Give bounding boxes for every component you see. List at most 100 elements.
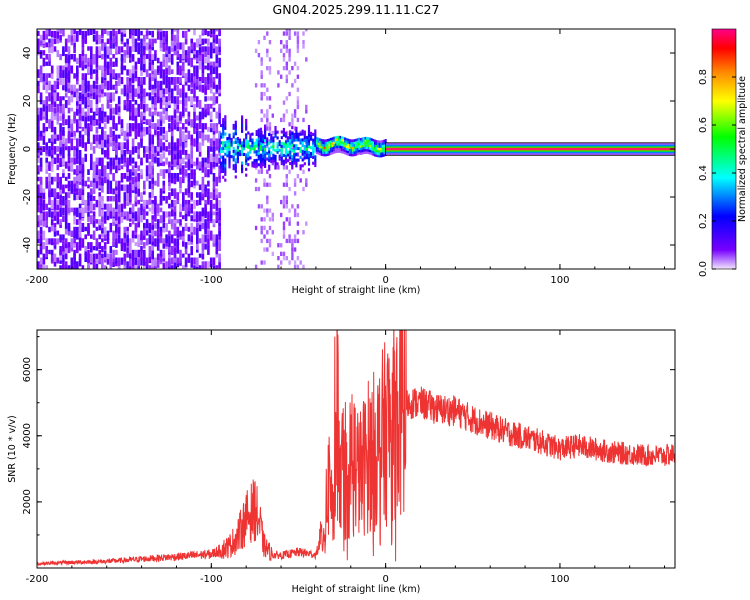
heatmap-cell	[115, 146, 118, 156]
heatmap-cell	[56, 173, 60, 183]
heatmap-cell	[319, 150, 321, 153]
heatmap-cell	[159, 80, 163, 89]
heatmap-cell	[184, 30, 188, 39]
heatmap-cell	[151, 222, 154, 230]
heatmap-cell	[251, 138, 254, 142]
heatmap-cell	[156, 150, 160, 157]
heatmap-cell	[117, 96, 121, 105]
heatmap-cell	[62, 261, 65, 269]
heatmap-cell	[162, 142, 166, 151]
heatmap-cell	[299, 164, 302, 168]
heatmap-cell	[176, 146, 180, 153]
heatmap-cell	[112, 84, 115, 90]
heatmap-cell	[307, 145, 311, 149]
heatmap-cell	[120, 30, 124, 37]
heatmap-cell	[78, 92, 82, 99]
heatmap-cell	[190, 157, 193, 165]
top-x-tick-label: -200	[26, 275, 49, 286]
heatmap-cell	[64, 61, 68, 68]
heatmap-cell	[193, 180, 196, 186]
heatmap-cell	[190, 169, 193, 176]
heatmap-cell	[187, 184, 191, 193]
heatmap-cell	[165, 65, 168, 75]
heatmap-cell	[165, 234, 168, 243]
heatmap-cell	[245, 127, 248, 131]
heatmap-cell	[143, 257, 146, 266]
heatmap-cell	[126, 226, 129, 231]
heatmap-cell	[143, 180, 146, 189]
heatmap-cell	[168, 246, 171, 253]
heatmap-cell	[179, 261, 182, 266]
heatmap-cell	[48, 92, 51, 102]
heatmap-cell	[182, 230, 185, 237]
heatmap-cell	[291, 113, 294, 118]
heatmap-cell	[380, 154, 382, 158]
heatmap-cell	[95, 77, 99, 85]
heatmap-cell	[307, 168, 311, 172]
heatmap-cell	[301, 132, 304, 136]
heatmap-cell	[268, 130, 272, 136]
heatmap-cell	[369, 152, 371, 155]
heatmap-cell	[48, 188, 51, 196]
heatmap-cell	[159, 30, 163, 41]
heatmap-cell	[291, 137, 294, 141]
heatmap-cell	[87, 203, 90, 211]
heatmap-cell	[70, 146, 74, 151]
heatmap-cell	[243, 152, 246, 156]
heatmap-cell	[201, 69, 205, 74]
heatmap-cell	[37, 157, 40, 163]
heatmap-cell	[201, 222, 205, 230]
heatmap-cell	[154, 96, 157, 105]
heatmap-cell	[293, 182, 297, 187]
heatmap-cell	[168, 238, 171, 247]
heatmap-cell	[143, 249, 146, 258]
heatmap-cell	[359, 142, 362, 146]
heatmap-cell	[53, 207, 57, 216]
heatmap-cell	[98, 107, 101, 114]
heatmap-cell	[218, 29, 221, 36]
heatmap-cell	[70, 184, 74, 193]
heatmap-cell	[263, 182, 266, 187]
heatmap-cell	[173, 38, 177, 46]
heatmap-cell	[356, 138, 359, 141]
heatmap-cell	[259, 136, 262, 140]
heatmap-cell	[168, 103, 171, 108]
heatmap-cell	[156, 226, 160, 235]
heatmap-cell	[367, 142, 370, 145]
heatmap-cell	[140, 30, 143, 36]
heatmap-cell	[70, 161, 74, 170]
heatmap-cell	[103, 115, 107, 123]
heatmap-cell	[361, 147, 364, 150]
heatmap-cell	[276, 145, 279, 149]
heatmap-cell	[263, 91, 266, 97]
heatmap-cell	[154, 126, 157, 135]
heatmap-cell	[193, 126, 196, 134]
heatmap-cell	[355, 153, 357, 156]
heatmap-cell	[317, 140, 320, 143]
heatmap-cell	[109, 80, 113, 90]
heatmap-cell	[260, 61, 263, 66]
heatmap-cell	[278, 140, 281, 144]
heatmap-cell	[190, 80, 193, 88]
heatmap-cell	[268, 164, 271, 168]
heatmap-cell	[50, 73, 54, 79]
heatmap-cell	[70, 88, 74, 95]
heatmap-cell	[366, 141, 368, 145]
heatmap-cell	[299, 138, 302, 142]
heatmap-cell	[303, 133, 306, 137]
heatmap-cell	[381, 152, 384, 155]
heatmap-cell	[212, 77, 216, 83]
heatmap-cell	[145, 199, 149, 205]
heatmap-cell	[165, 146, 168, 152]
heatmap-cell	[95, 219, 99, 224]
heatmap-cell	[276, 136, 279, 140]
heatmap-cell	[159, 96, 163, 103]
heatmap-cell	[115, 222, 118, 233]
heatmap-cell	[291, 149, 294, 153]
heatmap-cell	[212, 188, 216, 193]
heatmap-cell	[62, 107, 65, 114]
heatmap-cell	[73, 207, 76, 215]
heatmap-cell	[264, 144, 267, 148]
heatmap-cell	[224, 167, 227, 171]
heatmap-cell	[245, 139, 248, 143]
